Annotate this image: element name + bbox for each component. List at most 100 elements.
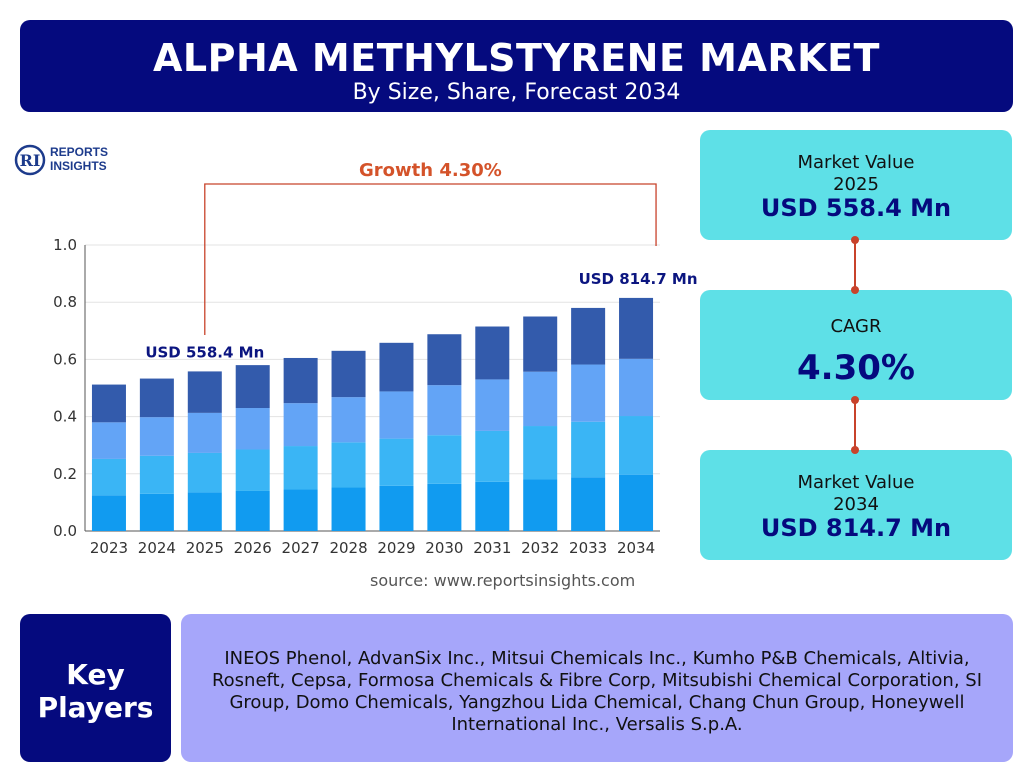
y-tick-label: 1.0 [53,236,77,254]
y-tick-label: 0.0 [53,522,77,540]
bar-segment [139,455,174,494]
bar-segment [523,371,558,427]
bar-segment [523,316,558,372]
card-value: USD 814.7 Mn [760,514,952,542]
bar-segment [91,384,126,423]
bar-segment [619,416,654,475]
card-label: CAGR [830,316,882,337]
growth-label: Growth 4.30% [359,160,502,181]
bar-segment [475,481,510,531]
card-label: Market Value [797,152,915,173]
bar-segment [427,483,462,531]
x-tick-label: 2029 [377,539,415,557]
bar-segment [379,485,414,531]
card-value: USD 558.4 Mn [760,194,952,222]
bar-segment [91,495,126,531]
bar-segment [283,403,318,447]
bar-segment [187,412,222,453]
bar-segment [475,430,510,482]
bar-segment [523,426,558,480]
bar-segment [571,477,606,531]
x-tick-label: 2031 [473,539,511,557]
y-tick-label: 0.8 [53,293,77,311]
bar-segment [187,492,222,531]
bar-segment [187,452,222,493]
bar-segment [571,364,606,422]
market-value-2034-card: Market Value 2034 USD 814.7 Mn [700,450,1012,560]
bar-segment [139,378,174,418]
y-tick-label: 0.6 [53,350,77,368]
bar-segment [331,442,366,488]
bar-segment [91,458,126,496]
bar-segment [283,489,318,531]
source-note: source: www.reportsinsights.com [370,571,636,590]
bar-segment [331,350,366,398]
x-tick-label: 2032 [521,539,559,557]
x-tick-label: 2034 [617,539,655,557]
bar-segment [331,487,366,531]
bar-segment [283,357,318,404]
key-players-label-line2: Players [37,691,154,724]
market-value-2025-card: Market Value 2025 USD 558.4 Mn [700,130,1012,240]
key-players-label-line1: Key [66,658,125,691]
start-value-label: USD 558.4 Mn [145,343,264,361]
bar-segment [571,307,606,365]
bar-segment [475,326,510,380]
x-tick-label: 2033 [569,539,607,557]
bar-segment [283,446,318,490]
logo-word-2: INSIGHTS [50,159,107,173]
card-value: 4.30% [797,348,915,388]
reports-insights-logo-icon: RI [14,144,46,176]
key-players-list-box: INEOS Phenol, AdvanSix Inc., Mitsui Chem… [181,614,1013,762]
growth-bracket-line [204,183,657,335]
bar-segment [139,417,174,456]
bar-segment [379,391,414,439]
header-banner: ALPHA METHYLSTYRENE MARKET By Size, Shar… [20,20,1013,112]
card-year: 2034 [833,494,879,515]
bar-segment [139,493,174,531]
bar-segment [91,422,126,459]
x-tick-label: 2024 [138,539,176,557]
connector-dot [851,286,859,294]
key-players-label-box: Key Players [20,614,171,762]
card-connector-line [854,400,856,450]
bar-segment [619,474,654,531]
end-value-label: USD 814.7 Mn [579,270,698,288]
bar-segment [331,397,366,443]
bar-segment [427,385,462,436]
bar-segment [427,334,462,386]
logo-mark-text: RI [20,151,41,170]
bar-segment [187,371,222,413]
key-players-label: Key Players [20,658,171,724]
card-year: 2025 [833,174,879,195]
y-tick-label: 0.2 [53,465,77,483]
y-tick-label: 0.4 [53,408,77,426]
bar-segment [475,379,510,431]
key-players-list: INEOS Phenol, AdvanSix Inc., Mitsui Chem… [211,648,983,735]
bar-segment [523,479,558,531]
bar-segment [379,342,414,392]
market-size-chart: 0.0 0.2 0.4 0.6 0.8 1.0 2023 2024 2025 2026 2027 20… [53,160,698,557]
x-tick-label: 2028 [329,539,367,557]
x-tick-label: 2027 [282,539,320,557]
card-connector-line [854,240,856,290]
connector-dot [851,446,859,454]
cagr-card: CAGR 4.30% [700,290,1012,400]
x-tick-label: 2025 [186,539,224,557]
bar-segment [235,449,270,491]
bar-segment [235,490,270,531]
connector-dot [851,396,859,404]
bar-segment [619,297,654,359]
bar-segment [571,421,606,478]
logo-word-1: REPORTS [50,145,109,159]
brand-logo: RI REPORTS INSIGHTS [14,144,124,178]
x-tick-label: 2030 [425,539,463,557]
bar-segment [235,365,270,409]
connector-dot [851,236,859,244]
bar-segment [619,358,654,417]
page-subtitle: By Size, Share, Forecast 2034 [352,80,681,105]
x-tick-label: 2023 [90,539,128,557]
page-title: ALPHA METHYLSTYRENE MARKET [153,36,880,80]
bar-segment [427,435,462,484]
bar-segment [235,408,270,450]
